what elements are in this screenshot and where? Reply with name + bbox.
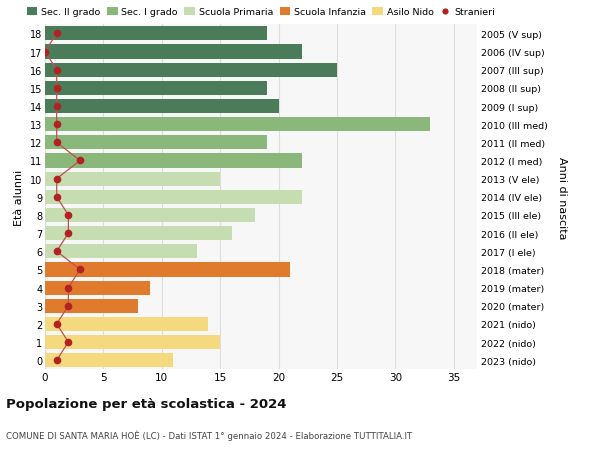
Bar (45, 190, 302, 204)
Legend: Sec. II grado, Sec. I grado, Scuola Primaria, Scuola Infanzia, Asilo Nido, Stran: Sec. II grado, Sec. I grado, Scuola Prim… (27, 8, 495, 17)
Bar (45, 227, 232, 241)
Bar (45, 317, 208, 331)
Bar (45, 27, 267, 41)
Bar (45, 118, 430, 132)
Y-axis label: Anni di nascita: Anni di nascita (557, 156, 568, 239)
Bar (45, 335, 220, 349)
Bar (45, 245, 197, 259)
Bar (45, 299, 139, 313)
Bar (45, 45, 302, 60)
Bar (45, 82, 267, 96)
Text: Popolazione per età scolastica - 2024: Popolazione per età scolastica - 2024 (6, 397, 287, 410)
Bar (45, 154, 302, 168)
Y-axis label: Età alunni: Età alunni (14, 169, 24, 225)
Bar (45, 136, 267, 150)
Bar (45, 353, 173, 368)
Bar (45, 100, 278, 114)
Bar (45, 172, 220, 186)
Bar (45, 281, 150, 295)
Bar (45, 63, 337, 78)
Bar (45, 263, 290, 277)
Bar (45, 208, 255, 223)
Text: COMUNE DI SANTA MARIA HOÈ (LC) - Dati ISTAT 1° gennaio 2024 - Elaborazione TUTTI: COMUNE DI SANTA MARIA HOÈ (LC) - Dati IS… (6, 429, 412, 440)
